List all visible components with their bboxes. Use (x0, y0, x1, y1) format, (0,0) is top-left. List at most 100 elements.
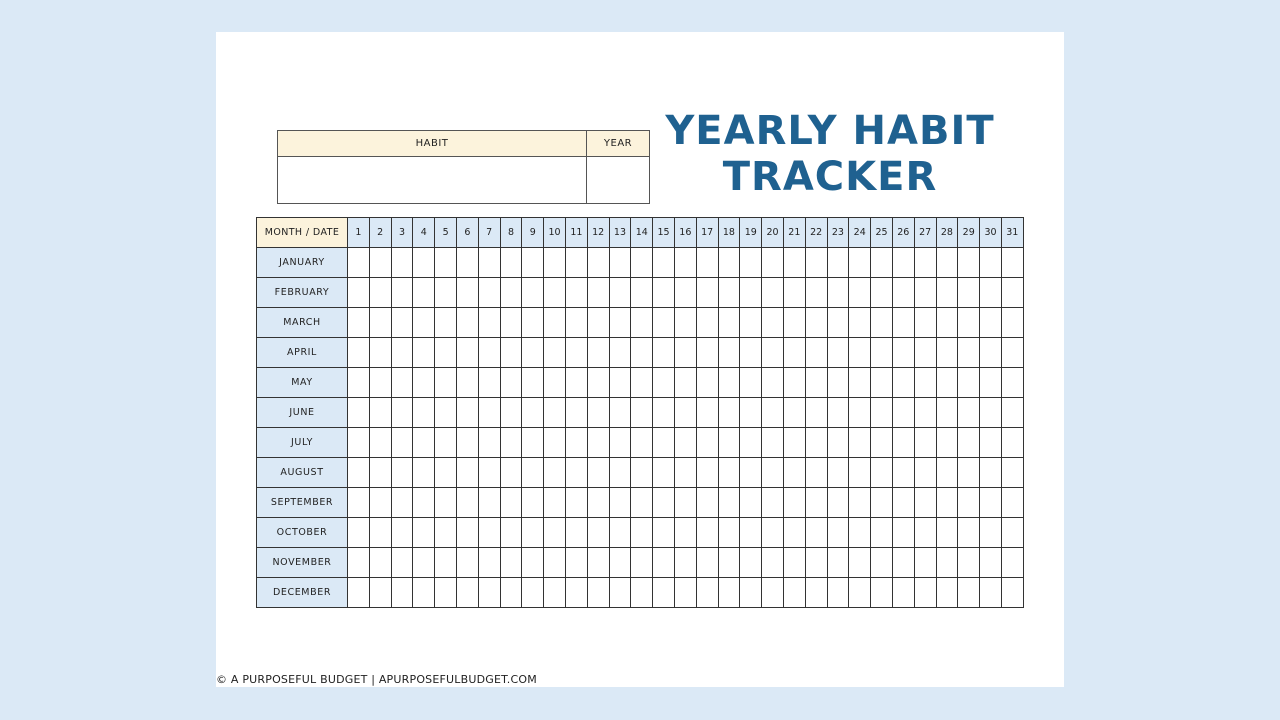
tracker-cell[interactable] (935, 277, 959, 308)
tracker-cell[interactable] (586, 517, 610, 548)
tracker-cell[interactable] (455, 457, 479, 488)
tracker-cell[interactable] (782, 487, 806, 518)
tracker-cell[interactable] (499, 457, 523, 488)
tracker-cell[interactable] (891, 397, 915, 428)
tracker-cell[interactable] (412, 307, 436, 338)
tracker-cell[interactable] (870, 487, 893, 518)
tracker-cell[interactable] (979, 427, 1002, 458)
tracker-cell[interactable] (935, 547, 959, 578)
tracker-cell[interactable] (521, 577, 545, 608)
tracker-cell[interactable] (608, 547, 632, 578)
tracker-cell[interactable] (826, 277, 850, 308)
tracker-cell[interactable] (1000, 247, 1024, 278)
tracker-cell[interactable] (543, 547, 566, 578)
tracker-cell[interactable] (564, 427, 588, 458)
tracker-cell[interactable] (521, 247, 545, 278)
tracker-cell[interactable] (1000, 577, 1024, 608)
tracker-cell[interactable] (782, 457, 806, 488)
tracker-cell[interactable] (957, 367, 981, 398)
tracker-cell[interactable] (1000, 517, 1024, 548)
tracker-cell[interactable] (673, 547, 697, 578)
tracker-cell[interactable] (673, 307, 697, 338)
tracker-cell[interactable] (390, 457, 414, 488)
tracker-cell[interactable] (1000, 367, 1024, 398)
tracker-cell[interactable] (804, 307, 828, 338)
tracker-cell[interactable] (630, 547, 654, 578)
tracker-cell[interactable] (695, 427, 719, 458)
tracker-cell[interactable] (891, 247, 915, 278)
tracker-cell[interactable] (630, 517, 654, 548)
tracker-cell[interactable] (870, 337, 893, 368)
tracker-cell[interactable] (347, 247, 370, 278)
tracker-cell[interactable] (434, 337, 457, 368)
tracker-cell[interactable] (891, 337, 915, 368)
tracker-cell[interactable] (434, 487, 457, 518)
tracker-cell[interactable] (761, 247, 784, 278)
tracker-cell[interactable] (979, 577, 1002, 608)
tracker-cell[interactable] (434, 397, 457, 428)
habit-field[interactable] (277, 156, 587, 204)
tracker-cell[interactable] (673, 247, 697, 278)
tracker-cell[interactable] (455, 307, 479, 338)
tracker-cell[interactable] (739, 577, 763, 608)
tracker-cell[interactable] (455, 247, 479, 278)
tracker-cell[interactable] (412, 337, 436, 368)
tracker-cell[interactable] (913, 577, 937, 608)
tracker-cell[interactable] (521, 307, 545, 338)
tracker-cell[interactable] (390, 367, 414, 398)
tracker-cell[interactable] (630, 577, 654, 608)
tracker-cell[interactable] (477, 397, 501, 428)
tracker-cell[interactable] (1000, 427, 1024, 458)
tracker-cell[interactable] (782, 547, 806, 578)
tracker-cell[interactable] (739, 487, 763, 518)
tracker-cell[interactable] (477, 577, 501, 608)
tracker-cell[interactable] (521, 457, 545, 488)
tracker-cell[interactable] (695, 457, 719, 488)
tracker-cell[interactable] (717, 517, 741, 548)
tracker-cell[interactable] (630, 337, 654, 368)
tracker-cell[interactable] (434, 247, 457, 278)
tracker-cell[interactable] (826, 577, 850, 608)
tracker-cell[interactable] (586, 577, 610, 608)
tracker-cell[interactable] (848, 367, 872, 398)
tracker-cell[interactable] (347, 547, 370, 578)
tracker-cell[interactable] (782, 247, 806, 278)
tracker-cell[interactable] (652, 487, 675, 518)
tracker-cell[interactable] (826, 247, 850, 278)
tracker-cell[interactable] (1000, 547, 1024, 578)
tracker-cell[interactable] (608, 277, 632, 308)
tracker-cell[interactable] (586, 457, 610, 488)
tracker-cell[interactable] (804, 547, 828, 578)
tracker-cell[interactable] (848, 487, 872, 518)
tracker-cell[interactable] (957, 277, 981, 308)
tracker-cell[interactable] (608, 367, 632, 398)
tracker-cell[interactable] (739, 517, 763, 548)
tracker-cell[interactable] (347, 517, 370, 548)
tracker-cell[interactable] (804, 517, 828, 548)
tracker-cell[interactable] (652, 367, 675, 398)
tracker-cell[interactable] (891, 277, 915, 308)
tracker-cell[interactable] (891, 307, 915, 338)
tracker-cell[interactable] (695, 247, 719, 278)
tracker-cell[interactable] (347, 577, 370, 608)
tracker-cell[interactable] (368, 577, 392, 608)
tracker-cell[interactable] (390, 577, 414, 608)
tracker-cell[interactable] (543, 457, 566, 488)
tracker-cell[interactable] (935, 367, 959, 398)
tracker-cell[interactable] (804, 247, 828, 278)
tracker-cell[interactable] (979, 277, 1002, 308)
tracker-cell[interactable] (434, 367, 457, 398)
tracker-cell[interactable] (347, 277, 370, 308)
tracker-cell[interactable] (717, 337, 741, 368)
tracker-cell[interactable] (412, 487, 436, 518)
tracker-cell[interactable] (717, 367, 741, 398)
tracker-cell[interactable] (368, 457, 392, 488)
tracker-cell[interactable] (412, 427, 436, 458)
tracker-cell[interactable] (957, 457, 981, 488)
tracker-cell[interactable] (652, 337, 675, 368)
tracker-cell[interactable] (695, 307, 719, 338)
tracker-cell[interactable] (564, 247, 588, 278)
tracker-cell[interactable] (761, 487, 784, 518)
tracker-cell[interactable] (870, 517, 893, 548)
tracker-cell[interactable] (1000, 337, 1024, 368)
